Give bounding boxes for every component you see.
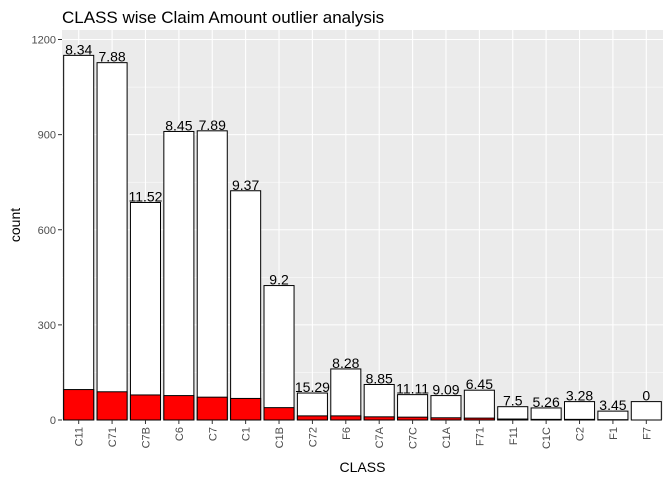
bar-outlier-c2 — [564, 418, 596, 421]
data-label-c7c: 11.11 — [396, 381, 429, 397]
y-axis-title: count — [7, 208, 23, 242]
data-label-f1: 3.45 — [599, 397, 626, 413]
x-tick-label-f7: F7 — [641, 427, 653, 440]
data-label-c11: 8.34 — [65, 41, 92, 57]
x-axis: C11 C71 C7B C6 C7 C1 C1B C72 F6 C7A C7C C1A F71 F11 C1… — [74, 420, 653, 449]
y-tick-label: 1200 — [32, 35, 56, 47]
y-tick-label: 900 — [38, 130, 56, 142]
data-label-c1a: 9.09 — [432, 382, 459, 398]
x-tick-label-c2: C2 — [575, 427, 587, 441]
bar-total-c2 — [564, 401, 596, 421]
bars — [63, 54, 662, 421]
data-label-c1c: 5.26 — [533, 394, 560, 410]
bar-total-c6 — [163, 130, 195, 421]
x-tick-label-c11: C11 — [74, 427, 86, 446]
data-label-f6: 8.28 — [332, 355, 359, 371]
x-axis-title: CLASS — [340, 459, 386, 475]
bar-total-c11 — [63, 54, 95, 421]
y-tick-label: 300 — [38, 320, 56, 332]
data-label-c72: 15.29 — [295, 379, 330, 395]
bar-total-c1a — [430, 395, 462, 421]
y-tick-label: 0 — [50, 415, 56, 427]
bar-total-c71 — [96, 62, 128, 421]
bar-total-f71 — [463, 389, 495, 421]
x-tick-label-c7c: C7C — [408, 427, 420, 449]
x-tick-label-f71: F71 — [474, 427, 486, 446]
bar-total-c7a — [363, 383, 395, 421]
data-label-c7: 7.89 — [199, 117, 226, 133]
data-label-f71: 6.45 — [466, 376, 493, 392]
bar-outlier-c72 — [296, 415, 328, 421]
data-label-c1b: 9.2 — [269, 272, 289, 288]
data-label-f11: 7.5 — [503, 393, 523, 409]
bar-outlier-c1 — [230, 397, 262, 421]
bar-outlier-f71 — [463, 417, 495, 421]
data-labels: 8.34 7.88 11.52 8.45 7.89 9.37 9.2 15.298.28 8.8… — [65, 41, 650, 413]
data-label-c1: 9.37 — [232, 177, 259, 193]
bar-outlier-c71 — [96, 391, 128, 421]
bar-total-c7 — [196, 130, 228, 421]
chart-title: CLASS wise Claim Amount outlier analysis — [62, 8, 384, 27]
bar-outlier-c7 — [196, 396, 228, 421]
data-label-f7: 0 — [642, 388, 650, 404]
bar-outlier-c7c — [397, 416, 429, 421]
x-tick-label-f6: F6 — [341, 427, 353, 440]
bar-total-f7 — [630, 401, 662, 421]
x-tick-label-c7: C7 — [207, 427, 219, 441]
bar-outlier-c7b — [129, 394, 161, 421]
x-tick-label-c1b: C1B — [274, 427, 286, 448]
x-tick-label-f11: F11 — [508, 427, 520, 445]
bar-outlier-f11 — [497, 418, 529, 421]
bar-outlier-c6 — [163, 395, 195, 421]
data-label-c7a: 8.85 — [366, 370, 393, 386]
data-label-c2: 3.28 — [566, 388, 593, 404]
data-label-c7b: 11.52 — [128, 188, 162, 204]
bar-total-c1 — [230, 190, 262, 421]
bar-total-c1b — [263, 285, 295, 421]
y-tick-label: 600 — [38, 225, 56, 237]
bar-total-f6 — [330, 368, 362, 421]
data-label-c71: 7.88 — [98, 49, 125, 65]
bar-outlier-c1b — [263, 407, 295, 421]
x-tick-label-c1: C1 — [241, 427, 253, 441]
x-tick-label-c6: C6 — [174, 427, 186, 441]
bar-outlier-f6 — [330, 415, 362, 421]
x-tick-label-f1: F1 — [608, 427, 620, 440]
data-label-c6: 8.45 — [165, 117, 192, 133]
bar-total-c7c — [397, 394, 429, 421]
bar-outlier-c1a — [430, 417, 462, 421]
plot-panel — [62, 30, 663, 420]
bar-outlier-c7a — [363, 416, 395, 421]
x-tick-label-c72: C72 — [307, 427, 319, 447]
bar-outlier-c11 — [63, 389, 95, 421]
x-tick-label-c7a: C7A — [374, 426, 386, 448]
bar-total-c7b — [129, 201, 161, 421]
x-tick-label-c7b: C7B — [140, 427, 152, 448]
x-tick-label-c1a: C1A — [441, 426, 453, 448]
y-axis: 0 300 600 900 1200 — [32, 35, 62, 427]
x-tick-label-c1c: C1C — [541, 427, 553, 449]
bar-outlier-c1c — [530, 418, 562, 421]
x-tick-label-c71: C71 — [107, 427, 119, 447]
